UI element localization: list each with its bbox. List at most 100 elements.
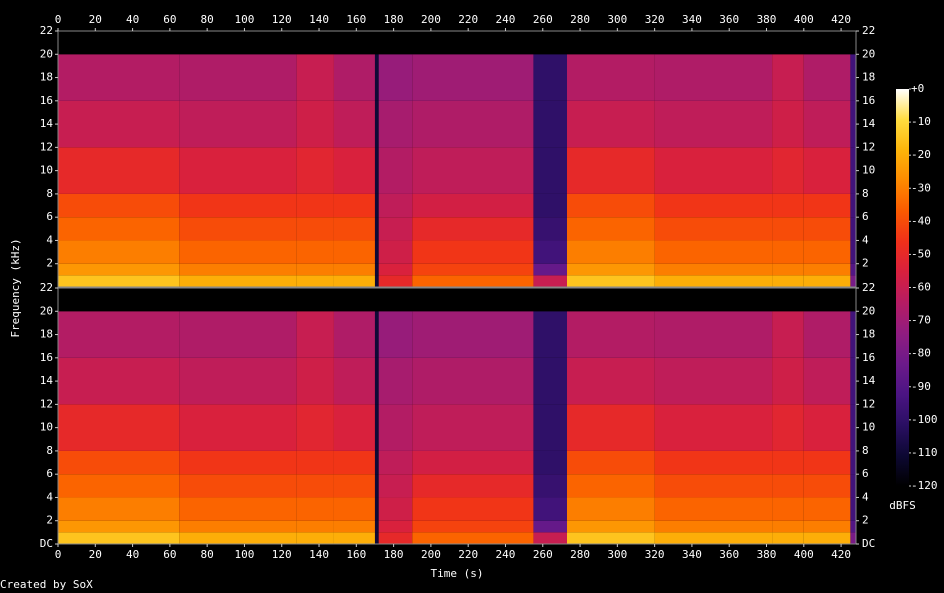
heat-cell	[296, 357, 334, 405]
heat-cell	[412, 263, 534, 276]
colorbar-tick-label: -100	[911, 413, 938, 426]
heat-cell	[772, 217, 804, 241]
heat-cell	[533, 100, 568, 148]
y-tick-label: 6	[46, 467, 53, 480]
heat-cell	[179, 311, 297, 358]
heat-cell	[850, 100, 856, 148]
heat-cell	[772, 450, 804, 475]
heat-cell	[296, 497, 334, 521]
heat-cell	[803, 474, 851, 498]
heat-cell	[378, 263, 413, 276]
x-tick-label: 400	[794, 548, 814, 561]
heat-cell	[772, 404, 804, 451]
y-tick-label: 2	[862, 257, 869, 270]
y-tick-label: 14	[862, 117, 876, 130]
heat-cell	[58, 263, 180, 276]
colorbar-tick-label: -70	[911, 314, 931, 327]
y-axis-label: Frequency (kHz)	[9, 238, 22, 337]
colorbar-tick-label: -50	[911, 247, 931, 260]
heat-cell	[654, 404, 773, 451]
y-tick-label: 4	[862, 233, 869, 246]
heat-cell	[850, 147, 856, 194]
x-tick-label: 40	[126, 548, 139, 561]
heat-cell	[654, 100, 773, 148]
y-tick-label: 8	[862, 187, 869, 200]
x-tick-label: 300	[607, 13, 627, 26]
heat-cell	[333, 532, 375, 544]
heat-cell	[374, 31, 379, 55]
x-tick-label: 120	[272, 548, 292, 561]
y-tick-label: 18	[40, 328, 53, 341]
heat-cell	[58, 217, 180, 241]
x-tick-label: 280	[570, 13, 590, 26]
heat-cell	[374, 404, 379, 451]
heat-cell	[378, 497, 413, 521]
heat-cell	[179, 100, 297, 148]
heat-cell	[567, 288, 655, 312]
heat-cell	[296, 404, 334, 451]
heat-cell	[58, 193, 180, 218]
heat-cell	[533, 450, 568, 475]
heat-cell	[412, 240, 534, 264]
heat-cell	[567, 450, 655, 475]
y-tick-label: 20	[40, 47, 53, 60]
heat-cell	[179, 217, 297, 241]
heat-cell	[533, 263, 568, 276]
y-tick-label: 2	[862, 514, 869, 527]
heat-cell	[333, 288, 375, 312]
heat-cell	[412, 497, 534, 521]
heat-cell	[533, 311, 568, 358]
heat-cell	[533, 520, 568, 533]
heat-cell	[58, 147, 180, 194]
heat-cell	[567, 100, 655, 148]
heat-cell	[803, 450, 851, 475]
x-tick-label: 180	[384, 548, 404, 561]
heat-cell	[850, 520, 856, 533]
x-tick-label: 160	[346, 548, 366, 561]
heat-cell	[654, 311, 773, 358]
x-tick-label: 380	[757, 548, 777, 561]
heat-cell	[412, 193, 534, 218]
heat-cell	[296, 288, 334, 312]
heat-cell	[333, 275, 375, 287]
x-tick-label: 220	[458, 548, 478, 561]
y-tick-label: 6	[46, 210, 53, 223]
heat-cell	[58, 240, 180, 264]
heat-cell	[850, 450, 856, 475]
heat-cell	[378, 450, 413, 475]
heat-cell	[533, 147, 568, 194]
heat-cell	[333, 31, 375, 55]
y-tick-label: 20	[862, 304, 875, 317]
heat-cell	[850, 31, 856, 55]
heat-cell	[533, 31, 568, 55]
y-tick-label: 6	[862, 467, 869, 480]
y-tick-label: 4	[46, 490, 53, 503]
y-tick-label: 6	[862, 210, 869, 223]
colorbar-tick-label: +0	[911, 82, 924, 95]
x-tick-label: 240	[496, 548, 516, 561]
heat-cell	[803, 288, 851, 312]
x-tick-label: 360	[719, 13, 739, 26]
heat-cell	[772, 31, 804, 55]
footer: Created by SoX	[0, 578, 93, 591]
heat-cell	[850, 404, 856, 451]
heat-cell	[296, 311, 334, 358]
x-tick-label: 320	[645, 13, 665, 26]
heat-cell	[179, 275, 297, 287]
x-tick-label: 120	[272, 13, 292, 26]
heat-cell	[772, 474, 804, 498]
heat-cell	[378, 357, 413, 405]
y-tick-label: 12	[40, 140, 53, 153]
y-tick-label: DC	[40, 537, 53, 550]
y-tick-label: 4	[46, 233, 53, 246]
x-tick-label: 0	[55, 548, 62, 561]
heat-cell	[58, 532, 180, 544]
x-tick-label: 140	[309, 548, 329, 561]
heat-cell	[803, 357, 851, 405]
heat-cell	[296, 31, 334, 55]
y-tick-label: 18	[862, 71, 875, 84]
heat-cell	[378, 100, 413, 148]
x-tick-label: 20	[89, 13, 102, 26]
heat-cell	[374, 54, 379, 101]
y-tick-label: 18	[862, 328, 875, 341]
